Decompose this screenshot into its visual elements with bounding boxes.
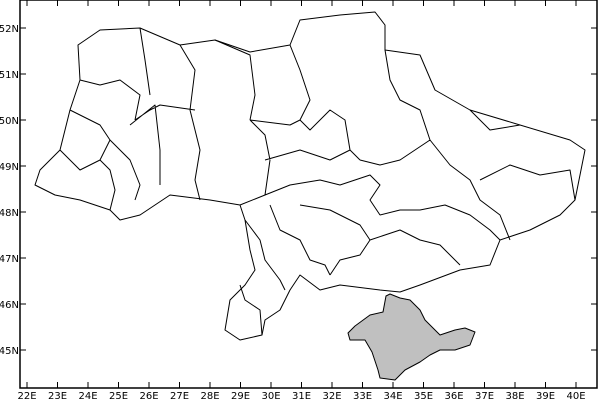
lon-label: 27E	[170, 391, 189, 400]
lat-label: 50N	[0, 116, 19, 127]
lon-label: 36E	[444, 391, 463, 400]
lon-label: 24E	[78, 391, 97, 400]
lon-label: 34E	[383, 391, 402, 400]
lon-label: 31E	[292, 391, 311, 400]
oblast-borders	[59, 27, 576, 336]
lon-label: 32E	[322, 391, 341, 400]
lon-label: 22E	[17, 391, 36, 400]
lon-label: 29E	[231, 391, 250, 400]
lat-label: 51N	[0, 70, 19, 81]
lon-label: 40E	[566, 391, 585, 400]
lat-label: 48N	[0, 208, 19, 219]
lat-label: 45N	[0, 346, 19, 357]
lat-label: 52N	[0, 24, 19, 35]
lon-label: 33E	[353, 391, 372, 400]
crimea-region[interactable]	[347, 293, 476, 381]
lon-label: 30E	[261, 391, 280, 400]
lon-label: 25E	[109, 391, 128, 400]
lon-label: 23E	[48, 391, 67, 400]
lat-label: 47N	[0, 254, 19, 265]
lon-label: 28E	[200, 391, 219, 400]
lon-label: 37E	[475, 391, 494, 400]
lon-label: 39E	[536, 391, 555, 400]
lon-label: 35E	[414, 391, 433, 400]
lat-label: 49N	[0, 162, 19, 173]
lon-label: 38E	[505, 391, 524, 400]
lat-label: 46N	[0, 300, 19, 311]
country-outline	[34, 11, 586, 341]
map-frame	[19, 0, 598, 389]
lon-label: 26E	[139, 391, 158, 400]
